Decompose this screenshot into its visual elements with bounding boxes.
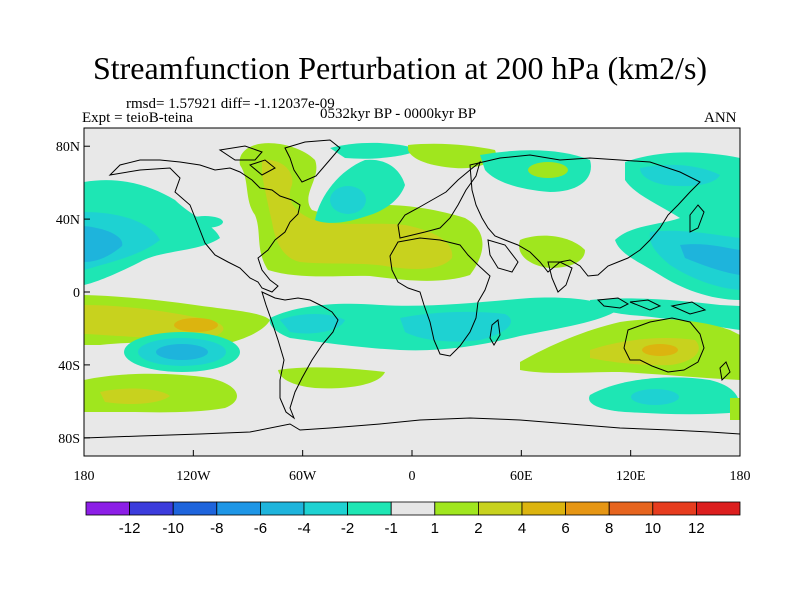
lon-tick-label: 60E [510,469,533,484]
contour-north-pacific-core [84,226,123,262]
colorbar-label: -10 [162,520,184,537]
colorbar-swatch [652,501,697,516]
contour-africa-cyan [400,311,511,342]
colorbar-label: -6 [254,520,267,537]
contour-south-tropic-cyan [280,314,345,334]
lon-tick-label: 0 [409,469,416,484]
colorbar-swatch [85,501,130,516]
lon-tick-label: 60W [289,469,317,484]
colorbar-label: -2 [341,520,354,537]
contour-south-pacific-olive-60s [100,388,170,404]
lat-tick-label: 40N [56,213,80,228]
coastline-greenland [284,139,341,183]
contour-indian-teal [590,298,740,330]
colorbar-label: 12 [688,520,705,537]
contour-southern-ocean-cyan [631,389,679,405]
coastline-asia [469,154,701,277]
contour-east-edge-green [730,398,740,420]
lon-tick-label: 180 [74,469,95,484]
contour-atlantic-olive [262,159,453,269]
contour-australia-core [642,344,678,356]
coastline-india [547,261,573,293]
colorbar-label: -12 [119,520,141,537]
coastline-north-america [108,159,301,293]
contour-siberia-green [528,162,568,178]
lat-tick-label: 80N [56,140,80,155]
colorbar-swatch [434,501,479,516]
contour-south-pacific-core [174,318,218,332]
season-label: ANN [704,110,737,126]
experiment-label: Expt = teioB-teina [82,110,193,126]
lon-tick-label: 120W [176,469,211,484]
colorbar-label: -8 [210,520,223,537]
coastline-arctic-islands [218,145,276,176]
colorbar-swatch [216,501,261,516]
contour-asia-green [408,143,496,169]
colorbar-label: 2 [474,520,482,537]
contour-se-pacific-core [156,344,208,360]
contour-field [84,128,740,456]
coastline-new-zealand [719,361,731,382]
lat-tick-label: 80S [58,432,80,447]
lon-tick-label: 120E [616,469,646,484]
colorbar-label: -1 [385,520,398,537]
coastline-africa [389,237,491,357]
coastline-madagascar [489,319,501,346]
colorbar-label: 8 [605,520,613,537]
contour-pacific-small-teal [187,216,223,228]
coastline-south-america [261,291,339,420]
colorbar-swatch [390,501,436,516]
period-label: 0532kyr BP - 0000kyr BP [320,106,477,122]
lat-tick-label: 0 [73,286,80,301]
contour-north-atlantic-cyan [330,186,366,214]
coastline-antarctica [84,417,740,439]
colorbar-label: 10 [644,520,661,537]
latitude-axis: 80N 40N 0 40S 80S [56,140,90,447]
coastline-japan [689,204,705,233]
colorbar-swatch [259,501,305,516]
lat-tick-label: 40S [58,359,80,374]
colorbar-swatch [303,501,348,516]
colorbar-swatch [347,501,392,516]
coastline-indonesia [596,297,707,315]
longitude-axis: 180 120W 60W 0 60E 120E 180 [74,450,751,484]
colorbar-label: 4 [518,520,526,537]
contour-europe-top-teal [330,142,420,159]
colorbar-swatch [477,501,523,516]
colorbar-swatch [696,501,741,516]
colorbar: -12 -10 -8 -6 -4 -2 -1 1 2 4 6 8 10 12 [85,501,741,537]
colorbar-label: -4 [297,520,310,537]
stats-line: rmsd= 1.57921 diff= -1.12037e-09 [126,96,335,112]
colorbar-swatch [565,501,610,516]
coastline-australia [623,317,705,373]
colorbar-swatch [172,501,218,516]
colorbar-label: 1 [431,520,439,537]
contour-kuroshio-core [680,244,740,275]
colorbar-swatch [521,501,566,516]
colorbar-swatch [608,501,654,516]
coastline-arabia [487,239,519,273]
coastline-europe [397,160,481,239]
coastlines [84,139,740,439]
colorbar-swatch [129,501,174,516]
colorbar-label: 6 [561,520,569,537]
map-title: Streamfunction Perturbation at 200 hPa (… [92,50,708,86]
lon-tick-label: 180 [730,469,751,484]
contour-east-asia-cyan [640,164,720,187]
